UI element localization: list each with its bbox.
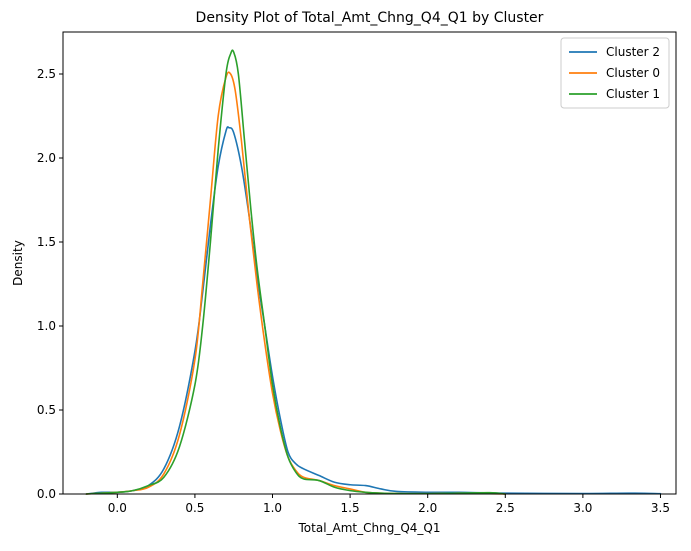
- y-tick-label: 2.5: [37, 67, 56, 81]
- x-tick-label: 3.5: [651, 501, 670, 515]
- x-tick-label: 1.0: [263, 501, 282, 515]
- x-axis-title: Total_Amt_Chng_Q4_Q1: [298, 521, 441, 535]
- x-tick-label: 0.0: [108, 501, 127, 515]
- x-tick-label: 3.0: [573, 501, 592, 515]
- legend-label: Cluster 1: [606, 87, 660, 101]
- x-axis-ticks: 0.0 0.5 1.0 1.5 2.0 2.5 3.0 3.5: [108, 494, 670, 515]
- x-tick-label: 2.0: [418, 501, 437, 515]
- legend-box: [560, 37, 670, 109]
- legend-label: Cluster 0: [606, 66, 660, 80]
- plot-area: [63, 32, 676, 494]
- legend-label: Cluster 2: [606, 45, 660, 59]
- y-axis-ticks: 0.0 0.5 1.0 1.5 2.0 2.5: [37, 67, 63, 501]
- y-axis-title: Density: [11, 240, 25, 286]
- series-line-cluster-1: [85, 49, 507, 495]
- legend: Cluster 2 Cluster 0 Cluster 1: [560, 37, 670, 109]
- y-tick-label: 1.5: [37, 235, 56, 249]
- chart-title: Density Plot of Total_Amt_Chng_Q4_Q1 by …: [196, 10, 544, 26]
- plot-frame: [62, 31, 677, 495]
- y-tick-label: 0.0: [37, 487, 56, 501]
- y-tick-label: 2.0: [37, 151, 56, 165]
- y-tick-label: 0.5: [37, 403, 56, 417]
- x-tick-label: 1.5: [341, 501, 360, 515]
- x-tick-label: 2.5: [496, 501, 515, 515]
- series-layer: [85, 49, 662, 495]
- y-tick-label: 1.0: [37, 319, 56, 333]
- x-tick-label: 0.5: [185, 501, 204, 515]
